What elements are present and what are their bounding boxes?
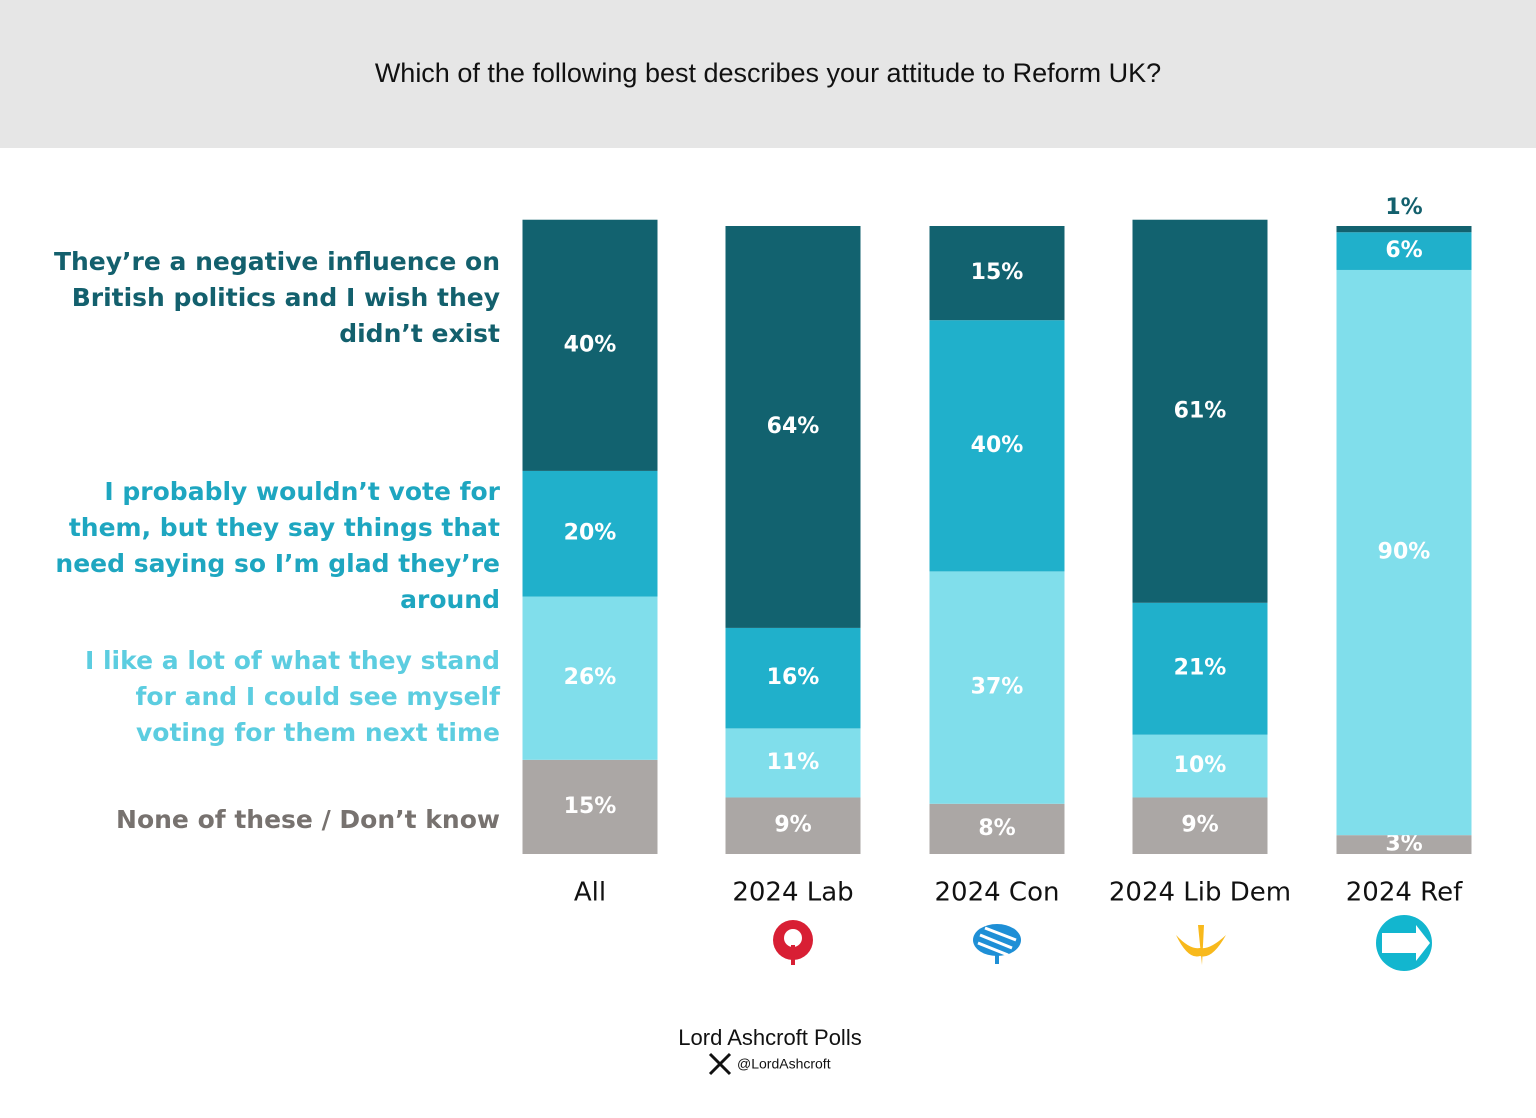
bar-segment xyxy=(1132,219,1268,603)
value-label: 3% xyxy=(1385,832,1422,857)
value-label: 37% xyxy=(971,675,1024,700)
x-logo xyxy=(708,1052,732,1076)
value-label: 40% xyxy=(971,433,1024,458)
x-tick-label: All xyxy=(574,878,606,908)
bar-segment xyxy=(725,226,861,628)
value-label: 15% xyxy=(971,260,1024,285)
legend-label: I probably wouldn’t vote for them, but t… xyxy=(55,477,500,614)
value-label: 61% xyxy=(1174,398,1227,423)
value-label: 40% xyxy=(564,332,617,357)
title-band xyxy=(0,0,1536,148)
footer-source: Lord Ashcroft Polls xyxy=(678,1025,861,1050)
value-label: 21% xyxy=(1174,656,1227,681)
bar-segment xyxy=(725,728,861,798)
bar-segment xyxy=(929,571,1065,804)
footer-handle: @LordAshcroft xyxy=(737,1056,831,1072)
legend-label: I like a lot of what they stand for and … xyxy=(84,646,500,747)
bar-segment xyxy=(725,797,861,854)
value-label: 11% xyxy=(767,750,820,775)
value-label: 9% xyxy=(1181,813,1218,838)
value-label: 10% xyxy=(1174,753,1227,778)
value-label: 64% xyxy=(767,414,820,439)
bar-segment xyxy=(929,226,1065,321)
x-tick-label: 2024 Lib Dem xyxy=(1109,878,1291,908)
value-label: 90% xyxy=(1378,540,1431,565)
bar-segment xyxy=(725,627,861,729)
value-label: 26% xyxy=(564,665,617,690)
lab-logo xyxy=(773,920,813,965)
value-label: 15% xyxy=(564,794,617,819)
bar-segment xyxy=(929,320,1065,572)
libdem-logo xyxy=(1176,925,1226,965)
bar-segment xyxy=(522,219,658,471)
con-logo xyxy=(973,924,1021,964)
bar-segment xyxy=(522,759,658,854)
value-label: 6% xyxy=(1385,238,1422,263)
bar-segment xyxy=(929,803,1065,854)
bar-segment xyxy=(1336,232,1472,270)
bar-segment xyxy=(1132,797,1268,854)
value-label: 1% xyxy=(1385,195,1422,220)
bar-segment xyxy=(1336,226,1472,233)
x-tick-label: 2024 Ref xyxy=(1346,878,1463,908)
bar-segment xyxy=(1336,269,1472,836)
bar-segment xyxy=(1132,602,1268,735)
x-tick-label: 2024 Con xyxy=(935,878,1060,908)
legend-label: They’re a negative influence on British … xyxy=(53,247,500,348)
bar-segment xyxy=(1132,734,1268,798)
value-label: 16% xyxy=(767,665,820,690)
reform-logo xyxy=(1376,915,1432,971)
legend-label: None of these / Don’t know xyxy=(116,805,500,834)
bar-segment xyxy=(522,596,658,760)
bar-segment xyxy=(1336,835,1472,854)
x-tick-label: 2024 Lab xyxy=(732,878,853,908)
chart-title: Which of the following best describes yo… xyxy=(375,58,1161,88)
value-label: 20% xyxy=(564,521,617,546)
bar-segment xyxy=(522,470,658,597)
value-label: 9% xyxy=(774,813,811,838)
value-label: 8% xyxy=(978,816,1015,841)
